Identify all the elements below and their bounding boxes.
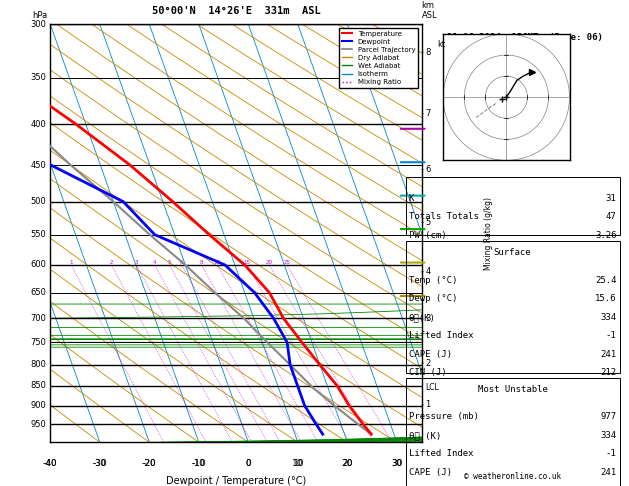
Text: 30: 30 <box>391 459 403 468</box>
Text: 600: 600 <box>31 260 47 269</box>
Text: 20: 20 <box>265 260 273 265</box>
Text: 30: 30 <box>392 459 402 468</box>
Text: 0: 0 <box>246 459 251 468</box>
Text: © weatheronline.co.uk: © weatheronline.co.uk <box>464 472 561 481</box>
Text: -1: -1 <box>606 450 616 458</box>
Text: 977: 977 <box>600 413 616 421</box>
Text: 20: 20 <box>342 459 353 468</box>
Text: 1: 1 <box>425 400 431 409</box>
Text: Surface: Surface <box>494 248 532 257</box>
Text: 10: 10 <box>292 459 304 468</box>
Text: 700: 700 <box>31 314 47 323</box>
Text: Lifted Index: Lifted Index <box>409 450 474 458</box>
Text: 350: 350 <box>31 73 47 82</box>
Text: -20: -20 <box>142 459 157 468</box>
Text: Lifted Index: Lifted Index <box>409 331 474 340</box>
Text: 2: 2 <box>425 359 431 367</box>
Text: 550: 550 <box>31 230 47 239</box>
Text: hPa: hPa <box>31 11 47 20</box>
Text: 850: 850 <box>31 382 47 390</box>
Text: LCL: LCL <box>425 383 439 392</box>
Text: 3: 3 <box>135 260 138 265</box>
Text: 750: 750 <box>31 338 47 347</box>
Text: km
ASL: km ASL <box>421 0 437 20</box>
Text: -30: -30 <box>93 459 107 468</box>
Text: -20: -20 <box>143 459 156 468</box>
Text: 5: 5 <box>168 260 171 265</box>
Text: 950: 950 <box>31 420 47 429</box>
Text: 2: 2 <box>109 260 113 265</box>
Legend: Temperature, Dewpoint, Parcel Trajectory, Dry Adiabat, Wet Adiabat, Isotherm, Mi: Temperature, Dewpoint, Parcel Trajectory… <box>339 28 418 88</box>
Text: 400: 400 <box>31 120 47 129</box>
Text: -1: -1 <box>606 331 616 340</box>
Text: 212: 212 <box>600 368 616 377</box>
Text: Dewp (°C): Dewp (°C) <box>409 295 457 303</box>
Text: CAPE (J): CAPE (J) <box>409 468 452 477</box>
Text: 7: 7 <box>425 109 431 118</box>
Text: -40: -40 <box>43 459 57 468</box>
Text: 4: 4 <box>153 260 157 265</box>
Text: -10: -10 <box>192 459 206 468</box>
Text: 21.06.2024  12GMT  (Base: 06): 21.06.2024 12GMT (Base: 06) <box>447 33 603 42</box>
Text: 650: 650 <box>31 288 47 297</box>
Text: 3: 3 <box>425 314 431 324</box>
Text: 1: 1 <box>70 260 73 265</box>
Text: Totals Totals: Totals Totals <box>409 212 479 221</box>
Text: 6: 6 <box>180 260 184 265</box>
Text: 241: 241 <box>600 468 616 477</box>
Text: 800: 800 <box>31 360 47 369</box>
Text: 900: 900 <box>31 401 47 410</box>
Text: 8: 8 <box>199 260 203 265</box>
Text: Most Unstable: Most Unstable <box>477 385 548 394</box>
Text: Mixing Ratio (g/kg): Mixing Ratio (g/kg) <box>484 197 493 270</box>
Text: 50°00'N  14°26'E  331m  ASL: 50°00'N 14°26'E 331m ASL <box>152 6 320 16</box>
Text: PW (cm): PW (cm) <box>409 231 447 240</box>
Text: CAPE (J): CAPE (J) <box>409 350 452 359</box>
Text: 8: 8 <box>425 48 431 56</box>
Text: 500: 500 <box>31 197 47 206</box>
Text: 15: 15 <box>243 260 250 265</box>
Text: 25.4: 25.4 <box>595 276 616 285</box>
Text: CIN (J): CIN (J) <box>409 368 447 377</box>
Text: kt: kt <box>437 40 445 50</box>
Text: 25: 25 <box>283 260 291 265</box>
Text: 6: 6 <box>425 165 431 174</box>
Text: Pressure (mb): Pressure (mb) <box>409 413 479 421</box>
Text: θᴇ(K): θᴇ(K) <box>409 313 436 322</box>
Text: 15.6: 15.6 <box>595 295 616 303</box>
Text: 334: 334 <box>600 313 616 322</box>
Text: 31: 31 <box>606 194 616 203</box>
Text: 241: 241 <box>600 350 616 359</box>
Text: Temp (°C): Temp (°C) <box>409 276 457 285</box>
Text: -10: -10 <box>191 459 206 468</box>
Text: -40: -40 <box>43 459 58 468</box>
Text: -30: -30 <box>92 459 107 468</box>
Text: θᴇ (K): θᴇ (K) <box>409 431 441 440</box>
Text: 20: 20 <box>342 459 353 468</box>
Text: 300: 300 <box>31 20 47 29</box>
Text: 4: 4 <box>425 267 431 277</box>
Text: K: K <box>409 194 415 203</box>
Text: 334: 334 <box>600 431 616 440</box>
Text: 3.26: 3.26 <box>595 231 616 240</box>
Text: 5: 5 <box>425 218 431 227</box>
Text: 10: 10 <box>292 459 303 468</box>
Text: 0: 0 <box>245 459 251 468</box>
Text: Dewpoint / Temperature (°C): Dewpoint / Temperature (°C) <box>166 476 306 486</box>
Text: 450: 450 <box>31 160 47 170</box>
Text: 10: 10 <box>214 260 221 265</box>
Text: 47: 47 <box>606 212 616 221</box>
